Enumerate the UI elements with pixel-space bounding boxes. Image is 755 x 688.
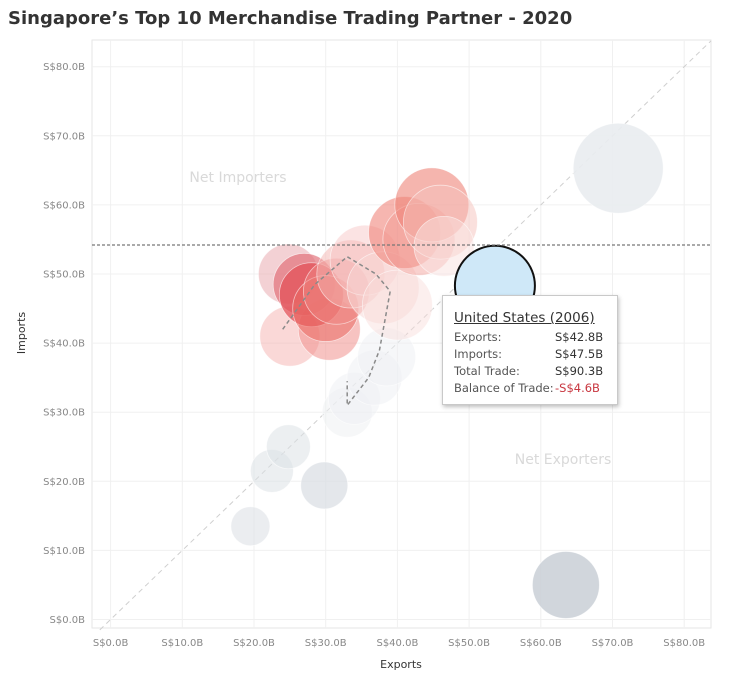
x-tick-label: S$40.0B	[376, 638, 418, 649]
bubble	[230, 506, 271, 547]
net-exporters-label: Net Exporters	[515, 452, 612, 468]
tooltip-value: S$47.5B	[555, 347, 604, 361]
tooltip-row-exports: Exports: S$42.8B	[454, 330, 614, 346]
bubbles	[230, 122, 664, 619]
x-tick-label: S$70.0B	[592, 638, 634, 649]
bubble	[300, 461, 349, 510]
y-tick-label: S$50.0B	[43, 270, 85, 281]
tooltip-label: Imports:	[454, 347, 503, 361]
y-tick-label: S$40.0B	[43, 339, 85, 350]
tooltip-value: S$90.3B	[555, 364, 604, 378]
y-tick-label: S$60.0B	[43, 200, 85, 211]
bubble	[357, 327, 417, 387]
bubble	[361, 269, 433, 341]
y-axis-label: Imports	[15, 312, 28, 355]
x-axis-label: Exports	[380, 658, 422, 671]
x-tick-label: S$10.0B	[161, 638, 203, 649]
x-tick-label: S$20.0B	[233, 638, 275, 649]
x-tick-label: S$60.0B	[520, 638, 562, 649]
overlay	[92, 244, 711, 408]
tooltip-title[interactable]: United States (2006)	[454, 310, 595, 326]
y-tick-label: S$70.0B	[43, 131, 85, 142]
x-tick-label: S$80.0B	[663, 638, 705, 649]
trail-path	[282, 255, 392, 408]
net-importers-label: Net Importers	[189, 170, 286, 186]
x-tick-label: S$50.0B	[448, 638, 490, 649]
tooltip-label: Balance of Trade:	[454, 381, 554, 395]
bubble	[413, 215, 475, 277]
y-tick-label: S$20.0B	[43, 477, 85, 488]
x-tick-label: S$0.0B	[93, 638, 129, 649]
tooltip-row-total-trade: Total Trade: S$90.3B	[454, 364, 614, 380]
tooltip-label: Exports:	[454, 330, 502, 344]
x-tick-label: S$30.0B	[305, 638, 347, 649]
y-tick-label: S$0.0B	[50, 615, 86, 626]
y-tick-label: S$30.0B	[43, 408, 85, 419]
y-tick-label: S$10.0B	[43, 546, 85, 557]
bubble	[572, 122, 664, 214]
bubble	[266, 424, 311, 470]
bubble	[531, 551, 600, 619]
tooltip-value: S$42.8B	[555, 330, 604, 344]
axes: S$0.0B S$10.0B S$20.0B S$30.0B S$40.0B S$50.0…	[15, 62, 705, 671]
tooltip-row-balance: Balance of Trade: -S$4.6B	[454, 381, 614, 397]
tooltip-label: Total Trade:	[454, 364, 520, 378]
chart-title: Singapore’s Top 10 Merchandise Trading P…	[8, 8, 573, 29]
tooltip-row-imports: Imports: S$47.5B	[454, 347, 614, 363]
y-tick-label: S$80.0B	[43, 62, 85, 73]
tooltip-card: United States (2006) Exports: S$42.8B Im…	[442, 295, 618, 405]
tooltip-value: -S$4.6B	[555, 381, 600, 395]
